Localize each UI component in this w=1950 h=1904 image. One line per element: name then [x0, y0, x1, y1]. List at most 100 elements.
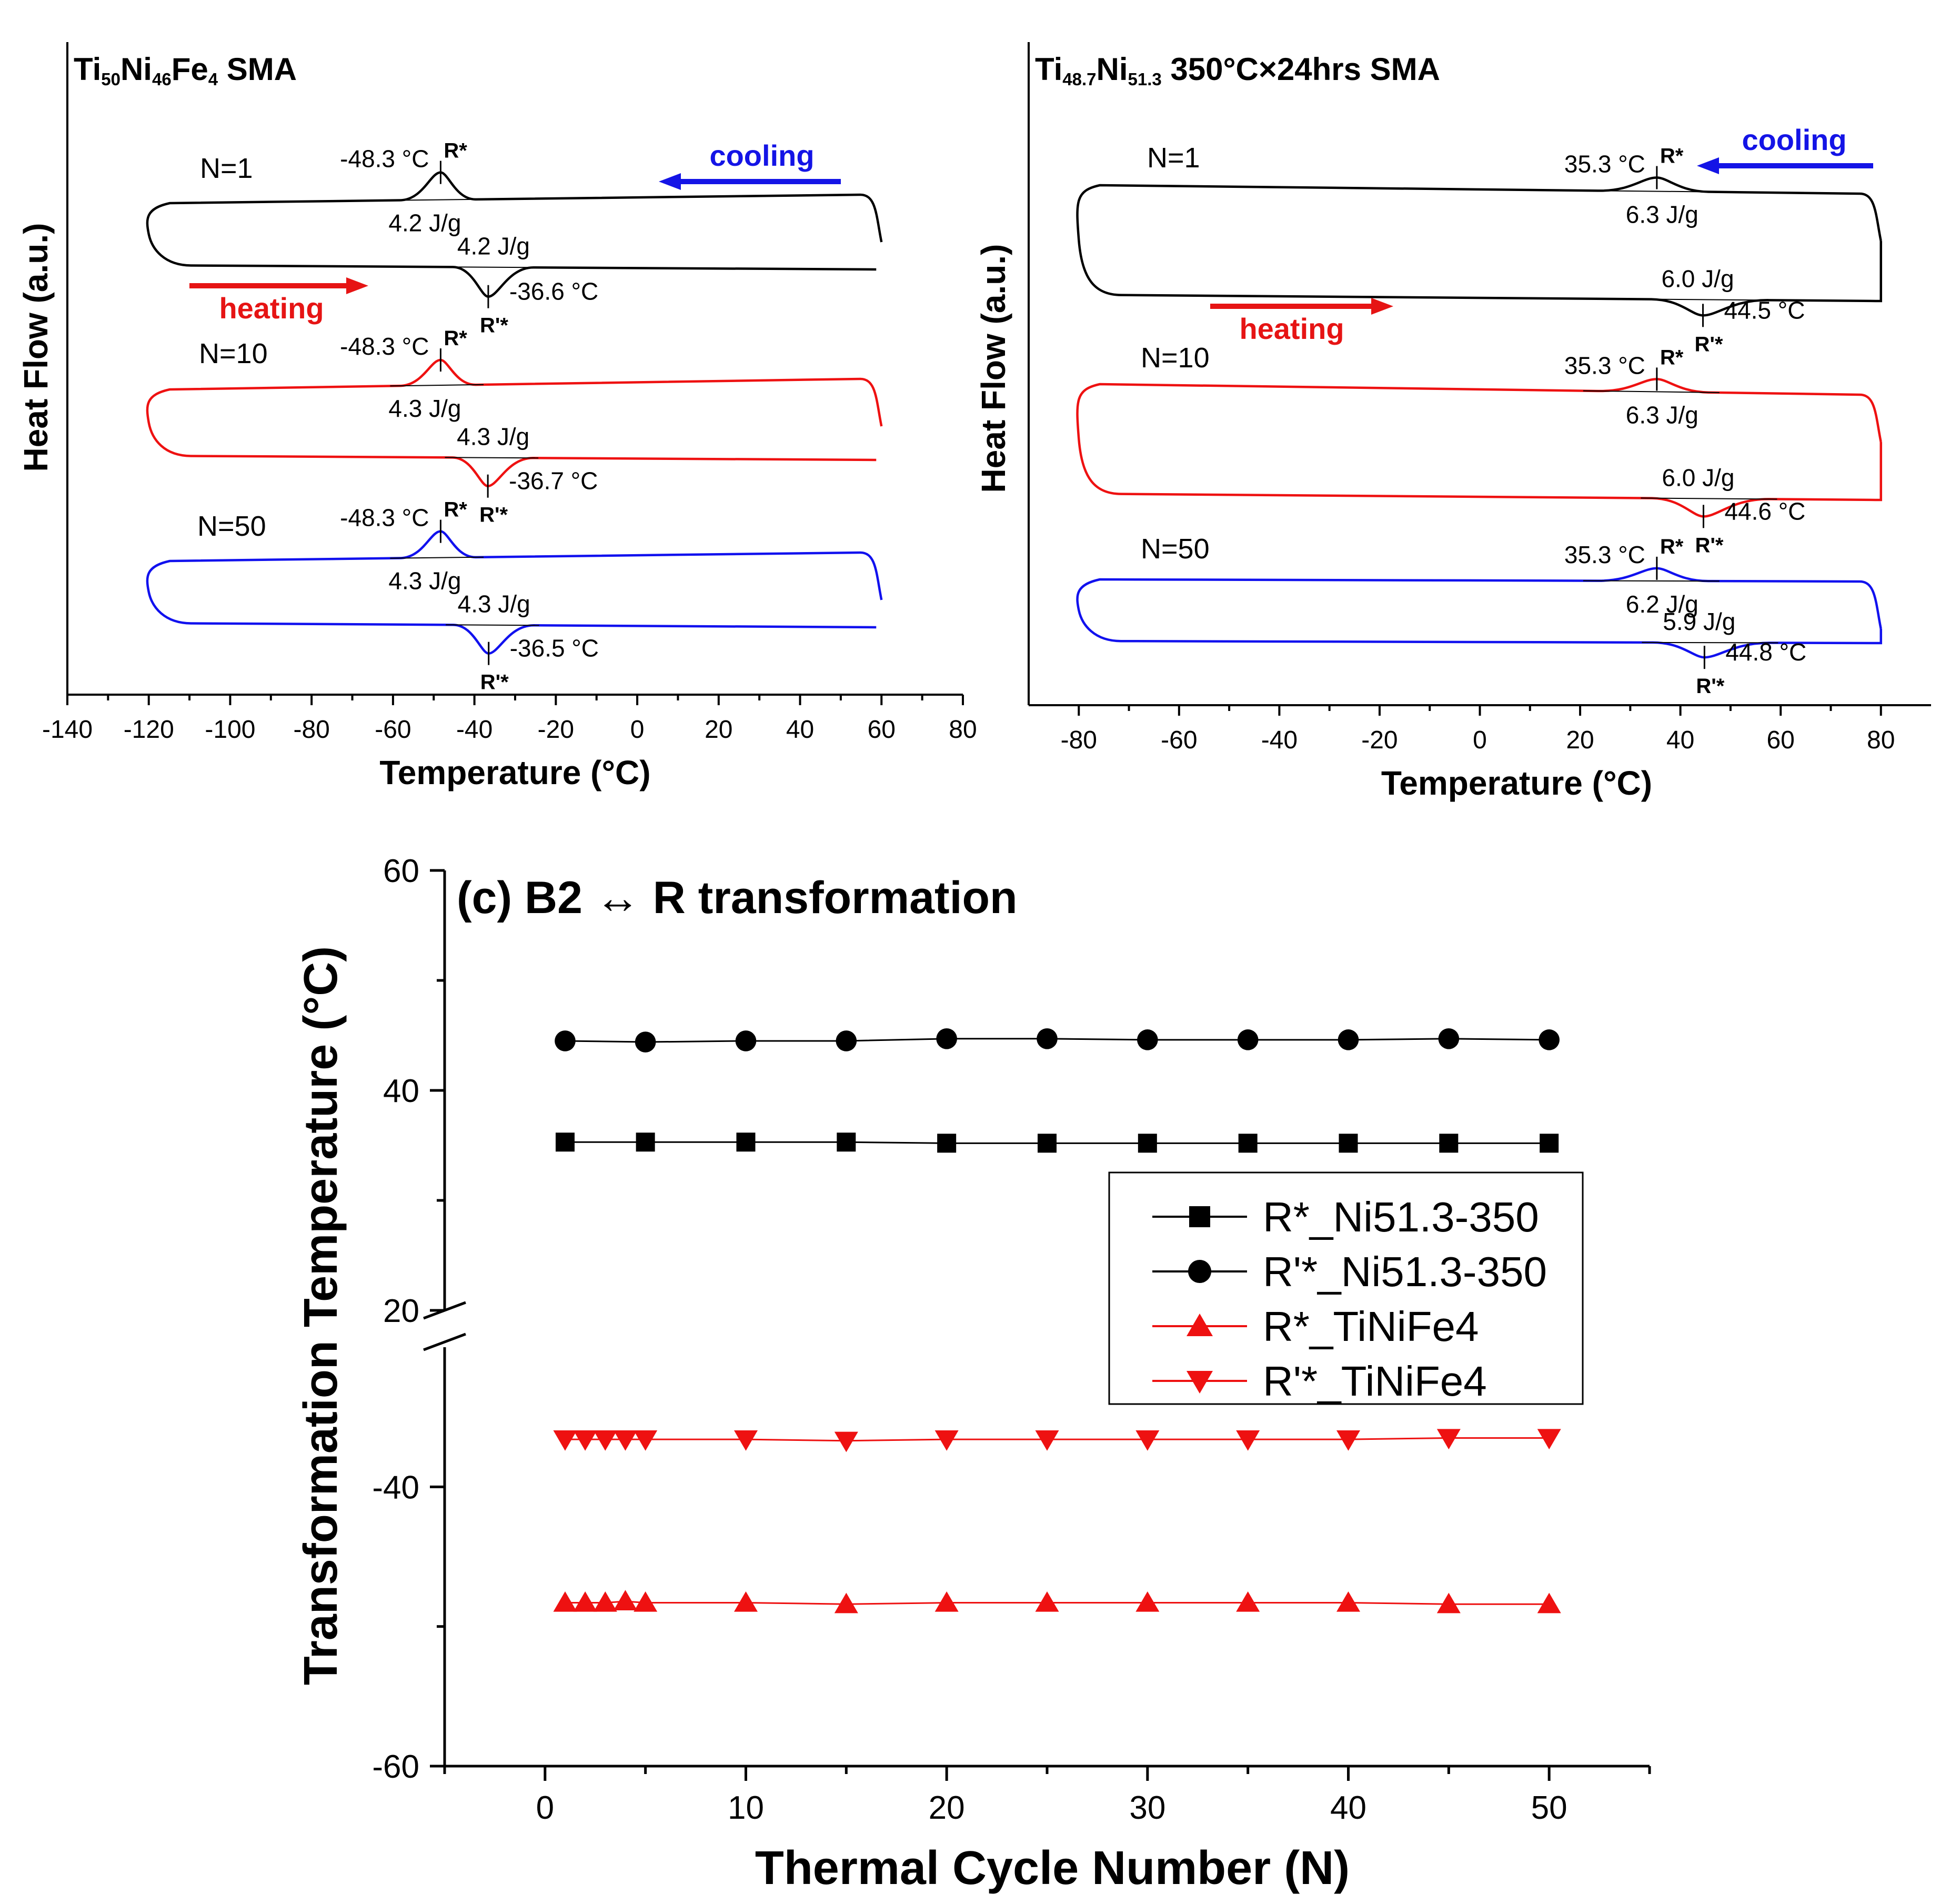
- heat-peak-temp-label: -36.7 °C: [509, 467, 598, 495]
- cool-peak-baseline: [1583, 580, 1720, 582]
- x-tick-label: 60: [1766, 726, 1794, 754]
- series-n-10: N=10 -48.3 °C R* 4.3 J/g4.3 J/g -36.7 °CR'*: [146, 327, 883, 527]
- panel-a-dsc-tinife: -140 -120 -100 -80 -60 -40 -20 0 20 40 60 80 Tempera…: [17, 42, 977, 791]
- x-tick-label: 10: [728, 1790, 764, 1826]
- data-point: [1135, 1430, 1160, 1451]
- data-point: [1135, 1591, 1160, 1612]
- chart-title: (c) B2 ↔ R transformation: [457, 873, 1018, 923]
- data-point: [934, 1591, 959, 1612]
- cooling-label: cooling: [1742, 123, 1846, 156]
- cycle-label: N=10: [199, 338, 268, 369]
- data-point: [614, 1430, 637, 1451]
- data-point: [553, 1430, 577, 1451]
- cool-peak-baseline: [1583, 190, 1720, 193]
- heat-peak-baseline: [445, 457, 539, 459]
- cool-peak-temp-label: -48.3 °C: [340, 504, 429, 532]
- x-tick-label: 80: [949, 716, 977, 744]
- data-point: [593, 1591, 617, 1612]
- x-tick-label: -40: [456, 716, 492, 744]
- data-point: [836, 1030, 857, 1051]
- cool-peak-baseline: [390, 384, 484, 387]
- x-tick-label: 20: [929, 1790, 965, 1826]
- heat-enthalpy-label: 6.0 J/g: [1661, 265, 1734, 292]
- y-tick-label: 20: [383, 1293, 419, 1329]
- cool-peak-temp-label: -48.3 °C: [340, 333, 429, 360]
- x-axis-title: Temperature (°C): [1381, 764, 1652, 802]
- series-n-50: N=50 -48.3 °C R* 4.3 J/g4.3 J/g -36.5 °C R'*: [146, 498, 883, 694]
- heating-arrow-head: [1371, 298, 1393, 315]
- data-point: [1035, 1591, 1059, 1612]
- series-r-ni51-3-350: [555, 1028, 1560, 1053]
- series-n-1: N=1 35.3 °C R* 6.3 J/g 6.0 J/g 44.5 °CR'*: [1076, 142, 1882, 356]
- data-point: [1537, 1592, 1561, 1614]
- data-point: [556, 1133, 575, 1152]
- legend-marker: [1188, 1260, 1211, 1283]
- data-point: [614, 1590, 637, 1611]
- data-point: [1035, 1430, 1059, 1451]
- cool-peak-r-label: R*: [1660, 346, 1684, 369]
- cool-peak-temp-label: 35.3 °C: [1564, 352, 1645, 379]
- data-point: [636, 1133, 655, 1152]
- cooling-label: cooling: [709, 139, 814, 172]
- data-point: [1236, 1430, 1260, 1451]
- cool-peak-r-label: R*: [444, 327, 467, 350]
- data-point: [1436, 1429, 1461, 1450]
- heat-peak-r-label: R'*: [1694, 333, 1723, 356]
- data-point: [1138, 1134, 1157, 1153]
- heating-arrow-head: [346, 277, 368, 294]
- axis-break-mark: [423, 1332, 466, 1351]
- heat-enthalpy-label: 4.2 J/g: [457, 233, 530, 260]
- legend-box: [1108, 1171, 1584, 1405]
- series-r-tinife4: [553, 1590, 1561, 1614]
- data-point: [1339, 1134, 1358, 1153]
- heat-enthalpy-label: 6.0 J/g: [1662, 464, 1734, 491]
- cool-peak-temp-label: 35.3 °C: [1564, 151, 1645, 178]
- data-point: [734, 1430, 758, 1451]
- heat-peak-temp-label: -36.6 °C: [509, 278, 598, 305]
- cycle-label: N=1: [200, 153, 253, 184]
- x-tick-label: -60: [375, 716, 411, 744]
- series-n-1: N=1 -48.3 °C R* 4.2 J/g4.2 J/g -36.6 °CR'*: [146, 139, 883, 337]
- series-r-tinife4: [553, 1429, 1561, 1452]
- y-axis-title: Transformation Temperature (°C): [295, 946, 347, 1686]
- heat-peak-temp-label: -36.5 °C: [510, 635, 599, 662]
- data-point: [1540, 1134, 1559, 1153]
- cool-peak-r-label: R*: [1660, 535, 1684, 558]
- cycle-label: N=10: [1141, 342, 1210, 374]
- heat-enthalpy-label: 4.3 J/g: [458, 590, 530, 618]
- x-axis-title: Temperature (°C): [379, 754, 650, 791]
- data-point: [634, 1430, 658, 1451]
- data-point: [1038, 1134, 1057, 1153]
- heat-enthalpy-label: 4.3 J/g: [457, 423, 529, 450]
- x-tick-label: 40: [1330, 1790, 1366, 1826]
- cool-peak-r-label: R*: [444, 498, 467, 522]
- legend-marker: [1187, 1314, 1213, 1336]
- data-point: [1338, 1029, 1359, 1050]
- data-point: [834, 1592, 858, 1614]
- data-point: [834, 1431, 858, 1452]
- y-tick-label: -60: [372, 1749, 419, 1785]
- cool-enthalpy-label: 4.3 J/g: [388, 567, 461, 595]
- data-point: [635, 1031, 656, 1053]
- data-point: [837, 1133, 856, 1152]
- data-point: [553, 1591, 577, 1612]
- cycle-label: N=1: [1147, 142, 1200, 174]
- x-tick-label: 0: [630, 716, 645, 744]
- cool-peak-baseline: [390, 556, 484, 559]
- data-point: [736, 1133, 756, 1152]
- y-tick-label: 60: [383, 853, 419, 889]
- legend-marker: [1187, 1371, 1213, 1394]
- legend-label: R'*_Ni51.3-350: [1263, 1248, 1547, 1295]
- x-tick-label: 0: [536, 1790, 554, 1826]
- heating-label: heating: [219, 292, 324, 325]
- cool-enthalpy-label: 6.2 J/g: [1626, 590, 1698, 618]
- data-point: [1537, 1429, 1561, 1450]
- cool-peak-baseline: [390, 198, 484, 201]
- cycle-label: N=50: [197, 510, 266, 542]
- x-tick-label: -120: [124, 716, 174, 744]
- legend-label: R*_Ni51.3-350: [1263, 1194, 1539, 1240]
- panel-b-dsc-tini: -80 -60 -40 -20 0 20 40 60 80 Temperature (°C) Hea…: [974, 42, 1931, 802]
- heating-label: heating: [1239, 312, 1344, 345]
- heat-peak-r-label: R'*: [479, 504, 508, 527]
